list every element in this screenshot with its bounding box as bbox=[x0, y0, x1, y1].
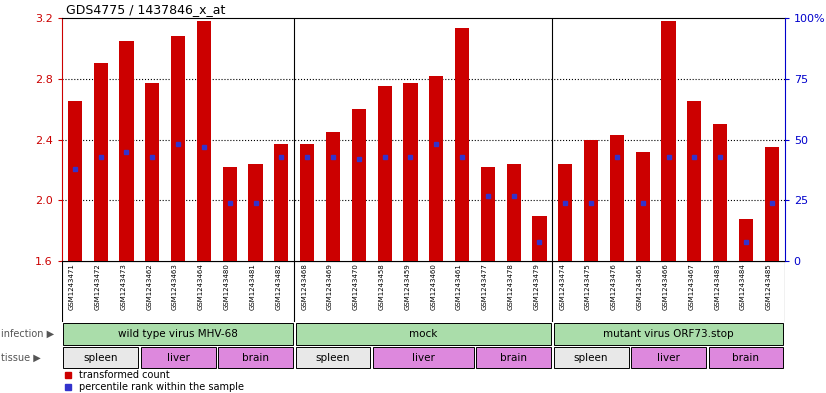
Text: GSM1243484: GSM1243484 bbox=[740, 263, 746, 310]
Bar bbox=[223, 167, 237, 261]
Bar bbox=[506, 164, 520, 261]
Text: wild type virus MHV-68: wild type virus MHV-68 bbox=[118, 329, 238, 339]
Text: mock: mock bbox=[409, 329, 438, 339]
Bar bbox=[709, 347, 783, 368]
Bar bbox=[352, 109, 366, 261]
Text: GSM1243482: GSM1243482 bbox=[275, 263, 282, 310]
Bar bbox=[120, 40, 134, 261]
Bar bbox=[140, 347, 216, 368]
Text: brain: brain bbox=[733, 353, 759, 363]
Bar bbox=[631, 347, 706, 368]
Text: GSM1243470: GSM1243470 bbox=[353, 263, 358, 310]
Text: spleen: spleen bbox=[316, 353, 350, 363]
Bar bbox=[739, 219, 753, 261]
Text: GSM1243461: GSM1243461 bbox=[456, 263, 462, 310]
Text: transformed count: transformed count bbox=[79, 370, 170, 380]
Bar bbox=[662, 21, 676, 261]
Text: GSM1243471: GSM1243471 bbox=[69, 263, 75, 310]
Bar bbox=[64, 323, 293, 345]
Text: GSM1243463: GSM1243463 bbox=[172, 263, 178, 310]
Text: GSM1243462: GSM1243462 bbox=[146, 263, 152, 310]
Bar bbox=[197, 21, 211, 261]
Text: spleen: spleen bbox=[83, 353, 118, 363]
Text: infection ▶: infection ▶ bbox=[1, 329, 54, 339]
Text: GSM1243481: GSM1243481 bbox=[249, 263, 255, 310]
Text: GSM1243477: GSM1243477 bbox=[482, 263, 488, 310]
Text: brain: brain bbox=[242, 353, 269, 363]
Bar bbox=[145, 83, 159, 261]
Text: percentile rank within the sample: percentile rank within the sample bbox=[79, 382, 244, 392]
Bar bbox=[765, 147, 779, 261]
Text: GSM1243480: GSM1243480 bbox=[224, 263, 230, 310]
Text: tissue ▶: tissue ▶ bbox=[1, 353, 40, 363]
Bar bbox=[296, 347, 370, 368]
Bar bbox=[477, 347, 551, 368]
Bar bbox=[687, 101, 701, 261]
Text: GSM1243469: GSM1243469 bbox=[327, 263, 333, 310]
Text: GSM1243459: GSM1243459 bbox=[405, 263, 411, 310]
Bar bbox=[553, 347, 629, 368]
Text: GSM1243483: GSM1243483 bbox=[714, 263, 720, 310]
Bar bbox=[68, 101, 82, 261]
Text: liver: liver bbox=[167, 353, 189, 363]
Bar bbox=[326, 132, 340, 261]
Bar bbox=[218, 347, 293, 368]
Text: GSM1243465: GSM1243465 bbox=[637, 263, 643, 310]
Bar bbox=[636, 152, 650, 261]
Bar bbox=[553, 323, 783, 345]
Text: GSM1243476: GSM1243476 bbox=[611, 263, 617, 310]
Bar bbox=[64, 347, 138, 368]
Bar bbox=[713, 124, 727, 261]
Bar bbox=[403, 83, 417, 261]
Text: GSM1243464: GSM1243464 bbox=[198, 263, 204, 310]
Text: GSM1243468: GSM1243468 bbox=[301, 263, 307, 310]
Text: GSM1243472: GSM1243472 bbox=[95, 263, 101, 310]
Text: GSM1243478: GSM1243478 bbox=[508, 263, 514, 310]
Text: GSM1243460: GSM1243460 bbox=[430, 263, 436, 310]
Bar bbox=[455, 28, 469, 261]
Bar bbox=[533, 216, 547, 261]
Text: GSM1243485: GSM1243485 bbox=[766, 263, 771, 310]
Bar bbox=[300, 144, 314, 261]
Bar bbox=[610, 135, 624, 261]
Bar bbox=[296, 323, 551, 345]
Bar bbox=[249, 164, 263, 261]
Text: spleen: spleen bbox=[574, 353, 609, 363]
Bar bbox=[430, 75, 444, 261]
Text: GSM1243479: GSM1243479 bbox=[534, 263, 539, 310]
Bar bbox=[93, 63, 107, 261]
Bar bbox=[373, 347, 473, 368]
Text: liver: liver bbox=[657, 353, 680, 363]
Text: GSM1243473: GSM1243473 bbox=[121, 263, 126, 310]
Text: liver: liver bbox=[412, 353, 434, 363]
Bar bbox=[481, 167, 495, 261]
Bar bbox=[558, 164, 572, 261]
Text: mutant virus ORF73.stop: mutant virus ORF73.stop bbox=[603, 329, 733, 339]
Bar bbox=[274, 144, 288, 261]
Bar bbox=[584, 140, 598, 261]
Text: GSM1243474: GSM1243474 bbox=[559, 263, 565, 310]
Text: brain: brain bbox=[501, 353, 527, 363]
Text: GSM1243458: GSM1243458 bbox=[378, 263, 385, 310]
Text: GSM1243467: GSM1243467 bbox=[688, 263, 695, 310]
Text: GSM1243475: GSM1243475 bbox=[585, 263, 591, 310]
Bar bbox=[171, 36, 185, 261]
Text: GSM1243466: GSM1243466 bbox=[662, 263, 668, 310]
Text: GDS4775 / 1437846_x_at: GDS4775 / 1437846_x_at bbox=[66, 3, 225, 16]
Bar bbox=[377, 86, 392, 261]
